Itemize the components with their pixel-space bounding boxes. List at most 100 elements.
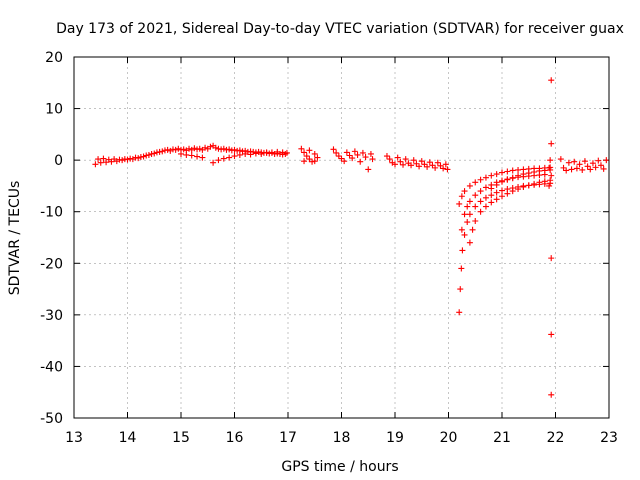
data-point bbox=[283, 149, 290, 156]
y-tick-label: 10 bbox=[45, 102, 63, 118]
data-point bbox=[178, 150, 184, 157]
y-tick-label: -20 bbox=[40, 256, 63, 272]
data-point bbox=[482, 194, 489, 201]
data-point bbox=[444, 166, 451, 173]
data-point bbox=[472, 179, 479, 186]
data-point bbox=[603, 157, 610, 164]
x-tick-label: 17 bbox=[279, 430, 297, 446]
data-point bbox=[469, 226, 476, 233]
data-point bbox=[220, 145, 227, 152]
data-point bbox=[499, 187, 505, 194]
data-point bbox=[397, 158, 404, 165]
data-point bbox=[298, 145, 305, 152]
data-point bbox=[410, 157, 417, 164]
chart-title: Day 173 of 2021, Sidereal Day-to-day VTE… bbox=[56, 21, 624, 37]
data-point bbox=[426, 159, 433, 166]
data-point bbox=[252, 150, 259, 157]
data-point bbox=[509, 188, 516, 195]
data-point bbox=[477, 176, 484, 183]
data-point bbox=[541, 167, 548, 174]
data-point bbox=[560, 164, 567, 171]
data-point bbox=[354, 151, 361, 158]
data-point bbox=[418, 158, 425, 165]
data-point bbox=[194, 153, 201, 160]
data-point bbox=[466, 198, 473, 205]
data-point bbox=[459, 247, 466, 254]
data-point bbox=[520, 171, 527, 178]
data-point bbox=[188, 152, 195, 159]
data-point bbox=[458, 265, 465, 272]
data-point bbox=[359, 149, 366, 156]
data-point bbox=[215, 157, 222, 164]
data-point bbox=[589, 160, 596, 167]
data-point bbox=[303, 153, 310, 160]
data-point bbox=[488, 172, 495, 179]
data-point bbox=[488, 192, 495, 199]
data-point bbox=[440, 165, 447, 172]
data-point bbox=[509, 174, 516, 181]
data-point bbox=[231, 153, 238, 160]
data-point bbox=[247, 151, 254, 158]
data-point bbox=[531, 180, 538, 187]
data-point bbox=[477, 208, 484, 215]
data-point bbox=[108, 158, 115, 165]
data-point bbox=[461, 188, 468, 195]
data-point bbox=[236, 151, 243, 158]
data-point bbox=[464, 203, 471, 210]
data-point bbox=[314, 154, 321, 161]
data-point bbox=[579, 166, 586, 173]
data-point bbox=[472, 192, 479, 199]
data-point bbox=[349, 155, 356, 162]
data-point bbox=[536, 167, 543, 174]
plot-frame bbox=[73, 56, 610, 419]
data-point bbox=[341, 158, 348, 165]
data-point bbox=[129, 156, 136, 163]
data-point bbox=[520, 183, 527, 190]
data-point bbox=[509, 167, 516, 174]
data-point bbox=[573, 165, 580, 172]
data-point bbox=[456, 200, 463, 207]
x-tick-label: 23 bbox=[600, 430, 618, 446]
data-point bbox=[464, 219, 471, 226]
data-point bbox=[424, 163, 431, 170]
data-point bbox=[268, 149, 275, 156]
data-point bbox=[461, 231, 468, 238]
data-point bbox=[140, 153, 147, 160]
data-point bbox=[525, 182, 532, 189]
y-axis-ticks: 20 10 0 -10 -20 -30 -40 -50 bbox=[40, 50, 609, 427]
y-tick-label: -30 bbox=[40, 308, 63, 324]
data-point bbox=[499, 178, 505, 185]
data-point bbox=[413, 160, 420, 167]
y-tick-label: -10 bbox=[40, 205, 63, 221]
data-point bbox=[199, 154, 206, 161]
data-point bbox=[571, 158, 578, 165]
data-point bbox=[576, 161, 583, 168]
data-point bbox=[124, 156, 131, 163]
data-point bbox=[493, 171, 500, 178]
data-point bbox=[466, 211, 473, 218]
data-point bbox=[167, 147, 174, 154]
data-point bbox=[183, 151, 190, 158]
data-point bbox=[191, 145, 198, 152]
data-point bbox=[311, 158, 318, 165]
data-point bbox=[306, 156, 313, 163]
data-point bbox=[472, 217, 479, 224]
data-point bbox=[488, 199, 495, 206]
y-axis-label: SDTVAR / TECUs bbox=[7, 181, 23, 296]
x-tick-label: 21 bbox=[493, 430, 511, 446]
data-point bbox=[499, 193, 505, 200]
data-point bbox=[392, 161, 398, 168]
data-point bbox=[383, 153, 390, 160]
data-point bbox=[180, 146, 187, 153]
data-point bbox=[477, 198, 484, 205]
data-point bbox=[351, 148, 358, 155]
data-point bbox=[145, 151, 152, 158]
data-point bbox=[504, 168, 511, 175]
data-point bbox=[301, 158, 308, 165]
data-point bbox=[493, 196, 500, 203]
data-point bbox=[466, 239, 473, 246]
data-point bbox=[212, 144, 219, 151]
data-point bbox=[531, 169, 538, 176]
data-point bbox=[488, 185, 495, 192]
